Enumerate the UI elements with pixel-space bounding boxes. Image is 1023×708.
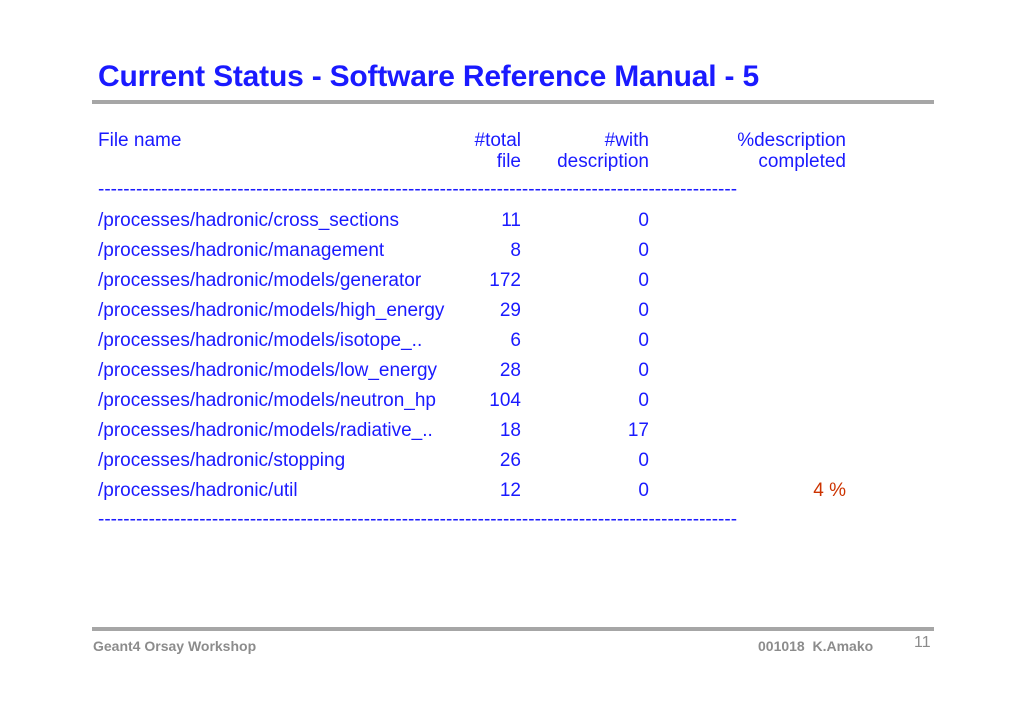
- header-with-line1: #with: [604, 130, 649, 151]
- row-with: 0: [638, 360, 649, 381]
- row-with: 17: [627, 420, 649, 441]
- row-with: 0: [638, 480, 649, 501]
- status-table: File name #total file #with description …: [98, 130, 848, 528]
- row-file-name: /processes/hadronic/models/low_energy: [98, 360, 438, 381]
- header-pct: %description completed: [737, 130, 846, 172]
- row-file-name: /processes/hadronic/models/neutron_hp: [98, 390, 436, 411]
- footer-author: 001018 K.Amako: [758, 638, 874, 654]
- row-with: 0: [638, 210, 649, 231]
- row-total: 11: [501, 210, 521, 231]
- separator-bottom: ----------------------------------------…: [98, 512, 738, 528]
- row-total: 28: [499, 360, 521, 381]
- row-with: 0: [638, 300, 649, 321]
- title-rule: [92, 100, 934, 104]
- row-total: 12: [499, 480, 521, 501]
- row-total: 29: [499, 300, 521, 321]
- row-file-name: /processes/hadronic/models/isotope_..: [98, 330, 423, 351]
- table-row: /processes/hadronic/cross_sections 11 0: [98, 206, 848, 236]
- row-with: 0: [638, 390, 649, 411]
- table-row: /processes/hadronic/management 8 0: [98, 236, 848, 266]
- row-file-name: /processes/hadronic/models/generator: [98, 270, 422, 291]
- table-body: /processes/hadronic/cross_sections 11 0/pr…: [98, 206, 848, 506]
- table-row: /processes/hadronic/models/generator 172 0: [98, 266, 848, 296]
- row-with: 0: [638, 240, 649, 261]
- row-file-name: /processes/hadronic/cross_sections: [98, 210, 399, 231]
- table-row: /processes/hadronic/stopping 26 0: [98, 446, 848, 476]
- row-pct: 4 %: [813, 480, 846, 501]
- table-row: /processes/hadronic/models/high_energy 29…: [98, 296, 848, 326]
- header-total: #total file: [475, 130, 521, 172]
- row-file-name: /processes/hadronic/util: [98, 480, 298, 501]
- row-total: 6: [510, 330, 521, 351]
- header-total-line2: file: [496, 151, 521, 172]
- header-file-name: File name: [98, 130, 182, 151]
- row-with: 0: [638, 330, 649, 351]
- table-header: File name #total file #with description …: [98, 130, 848, 174]
- header-with-line2: description: [557, 151, 649, 172]
- page-number: 11: [914, 634, 931, 651]
- table-row: /processes/hadronic/models/isotope_.. 6 0: [98, 326, 848, 356]
- header-pct-line2: completed: [758, 151, 846, 172]
- header-with: #with description: [557, 130, 649, 172]
- row-total: 8: [510, 240, 521, 261]
- row-file-name: /processes/hadronic/stopping: [98, 450, 346, 471]
- separator-top: ----------------------------------------…: [98, 182, 738, 198]
- table-row: /processes/hadronic/models/low_energy 28 0: [98, 356, 848, 386]
- row-file-name: /processes/hadronic/management: [98, 240, 385, 261]
- row-file-name: /processes/hadronic/models/radiative_..: [98, 420, 433, 441]
- footer-rule: [92, 627, 934, 631]
- table-row: /processes/hadronic/models/neutron_hp 104…: [98, 386, 848, 416]
- row-with: 0: [638, 270, 649, 291]
- row-total: 172: [489, 270, 521, 291]
- header-total-line1: #total: [474, 130, 521, 151]
- row-with: 0: [638, 450, 649, 471]
- footer-event: Geant4 Orsay Workshop: [93, 638, 257, 654]
- slide-title: Current Status - Software Reference Manu…: [98, 60, 759, 93]
- row-total: 18: [499, 420, 521, 441]
- row-total: 104: [489, 390, 521, 411]
- header-pct-line1: %description: [737, 130, 846, 151]
- table-row: /processes/hadronic/models/radiative_.. 1…: [98, 416, 848, 446]
- table-row: /processes/hadronic/util 12 0 4 %: [98, 476, 848, 506]
- row-total: 26: [499, 450, 521, 471]
- row-file-name: /processes/hadronic/models/high_energy: [98, 300, 445, 321]
